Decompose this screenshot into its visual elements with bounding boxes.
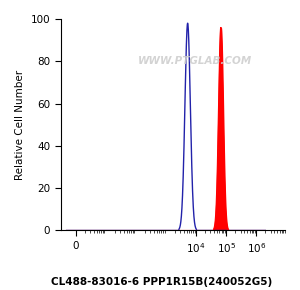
Text: WWW.PTGLAB.COM: WWW.PTGLAB.COM xyxy=(138,56,252,66)
Text: CL488-83016-6 PPP1R15B(240052G5): CL488-83016-6 PPP1R15B(240052G5) xyxy=(51,277,273,287)
Y-axis label: Relative Cell Number: Relative Cell Number xyxy=(15,70,25,180)
